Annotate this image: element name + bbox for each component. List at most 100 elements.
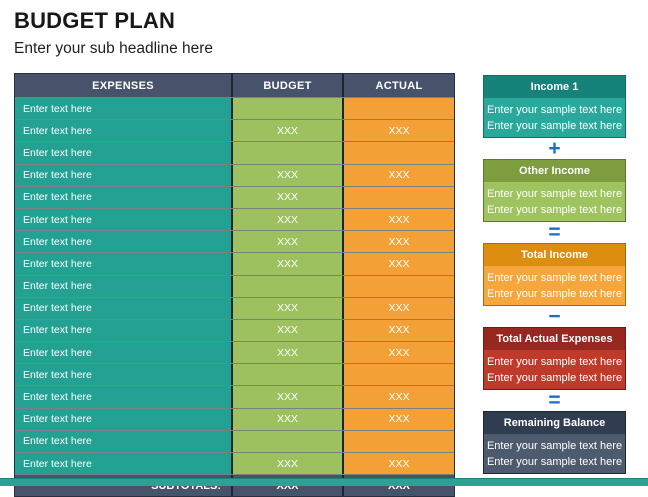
budget-cell[interactable] [231,364,342,386]
flow-box-text[interactable]: Enter your sample text here Enter your s… [484,350,625,389]
page-subtitle[interactable]: Enter your sub headline here [14,40,214,57]
flow-box-title: Other Income [484,160,625,182]
col-header-actual: ACTUAL [342,74,454,97]
table-row: Enter text here XXX XXX [15,341,454,364]
flow-box-title: Income 1 [484,76,625,98]
budget-cell[interactable]: XXX [231,120,342,142]
expense-cell[interactable]: Enter text here [15,275,231,297]
flow-box-text[interactable]: Enter your sample text here Enter your s… [484,434,625,473]
flow-box-income-1: Income 1 Enter your sample text here Ent… [483,75,626,138]
table-row: Enter text here XXX XXX [15,385,454,408]
expense-cell[interactable]: Enter text here [15,364,231,386]
minus-operator-icon: − [548,305,561,328]
table-header-row: EXPENSES BUDGET ACTUAL [15,74,454,97]
table-row: Enter text here XXX XXX [15,230,454,253]
expense-cell[interactable]: Enter text here [15,430,231,452]
expense-cell[interactable]: Enter text here [15,186,231,208]
table-row: Enter text here XXX XXX [15,207,454,231]
flow-box-text[interactable]: Enter your sample text here Enter your s… [484,182,625,221]
actual-cell[interactable]: XXX [342,319,454,342]
budget-cell[interactable]: XXX [231,408,342,430]
actual-cell[interactable]: XXX [342,297,454,319]
expense-cell[interactable]: Enter text here [15,164,231,186]
budget-cell[interactable] [231,275,342,297]
sample-text-line[interactable]: Enter your sample text here [486,271,623,284]
expense-cell[interactable]: Enter text here [15,253,231,275]
sample-text-line[interactable]: Enter your sample text here [486,103,623,116]
actual-cell[interactable]: XXX [342,208,454,231]
sample-text-line[interactable]: Enter your sample text here [486,203,623,216]
actual-cell[interactable] [342,430,454,452]
actual-cell[interactable]: XXX [342,408,454,430]
col-header-expenses: EXPENSES [15,74,231,97]
expense-cell[interactable]: Enter text here [15,319,231,342]
actual-cell[interactable]: XXX [342,253,454,275]
slide: BUDGET PLAN Enter your sub headline here… [0,8,648,497]
sample-text-line[interactable]: Enter your sample text here [486,119,623,132]
sample-text-line[interactable]: Enter your sample text here [486,355,623,368]
actual-cell[interactable] [342,275,454,297]
actual-cell[interactable]: XXX [342,342,454,364]
sample-text-line[interactable]: Enter your sample text here [486,187,623,200]
sample-text-line[interactable]: Enter your sample text here [486,439,623,452]
budget-cell[interactable]: XXX [231,186,342,208]
expense-cell[interactable]: Enter text here [15,342,231,364]
expense-cell[interactable]: Enter text here [15,98,231,120]
actual-cell[interactable] [342,98,454,120]
budget-table: EXPENSES BUDGET ACTUAL Enter text here E… [14,73,455,497]
flow-box-total-income: Total Income Enter your sample text here… [483,243,626,306]
page-title: BUDGET PLAN [14,8,176,33]
table-row: Enter text here [15,429,454,452]
flow-box-text[interactable]: Enter your sample text here Enter your s… [484,98,625,137]
expense-cell[interactable]: Enter text here [15,231,231,253]
expense-cell[interactable]: Enter text here [15,142,231,164]
sample-text-line[interactable]: Enter your sample text here [486,371,623,384]
table-row: Enter text here XXX XXX [15,252,454,275]
equals-operator-icon: = [548,221,561,244]
actual-cell[interactable]: XXX [342,386,454,408]
table-row: Enter text here [15,141,454,164]
expense-cell[interactable]: Enter text here [15,408,231,430]
actual-cell[interactable]: XXX [342,164,454,186]
table-row: Enter text here XXX XXX [15,407,454,430]
budget-cell[interactable]: XXX [231,386,342,408]
table-row: Enter text here XXX XXX [15,452,454,475]
budget-cell[interactable]: XXX [231,453,342,475]
actual-cell[interactable] [342,142,454,164]
flow-box-other-income: Other Income Enter your sample text here… [483,159,626,222]
flow-box-title: Total Actual Expenses [484,328,625,350]
flow-box-title: Total Income [484,244,625,266]
expense-cell[interactable]: Enter text here [15,208,231,231]
budget-cell[interactable] [231,98,342,120]
budget-cell[interactable]: XXX [231,319,342,342]
actual-cell[interactable] [342,186,454,208]
budget-cell[interactable]: XXX [231,253,342,275]
actual-cell[interactable]: XXX [342,120,454,142]
flow-box-text[interactable]: Enter your sample text here Enter your s… [484,266,625,305]
budget-cell[interactable]: XXX [231,342,342,364]
budget-cell[interactable]: XXX [231,164,342,186]
table-row: Enter text here [15,363,454,386]
col-header-budget: BUDGET [231,74,342,97]
budget-cell[interactable] [231,142,342,164]
plus-operator-icon: + [548,137,561,160]
budget-cell[interactable] [231,430,342,452]
budget-cell[interactable]: XXX [231,297,342,319]
actual-cell[interactable]: XXX [342,453,454,475]
table-row: Enter text here [15,97,454,120]
budget-cell[interactable]: XXX [231,231,342,253]
actual-cell[interactable] [342,364,454,386]
expense-cell[interactable]: Enter text here [15,120,231,142]
flow-box-title: Remaining Balance [484,412,625,434]
table-row: Enter text here XXX XXX [15,318,454,342]
flow-box-remaining-balance: Remaining Balance Enter your sample text… [483,411,626,474]
expense-cell[interactable]: Enter text here [15,297,231,319]
expense-cell[interactable]: Enter text here [15,386,231,408]
table-row: Enter text here XXX [15,185,454,208]
budget-cell[interactable]: XXX [231,208,342,231]
sample-text-line[interactable]: Enter your sample text here [486,455,623,468]
sample-text-line[interactable]: Enter your sample text here [486,287,623,300]
table-row: Enter text here XXX XXX [15,163,454,186]
actual-cell[interactable]: XXX [342,231,454,253]
expense-cell[interactable]: Enter text here [15,453,231,475]
